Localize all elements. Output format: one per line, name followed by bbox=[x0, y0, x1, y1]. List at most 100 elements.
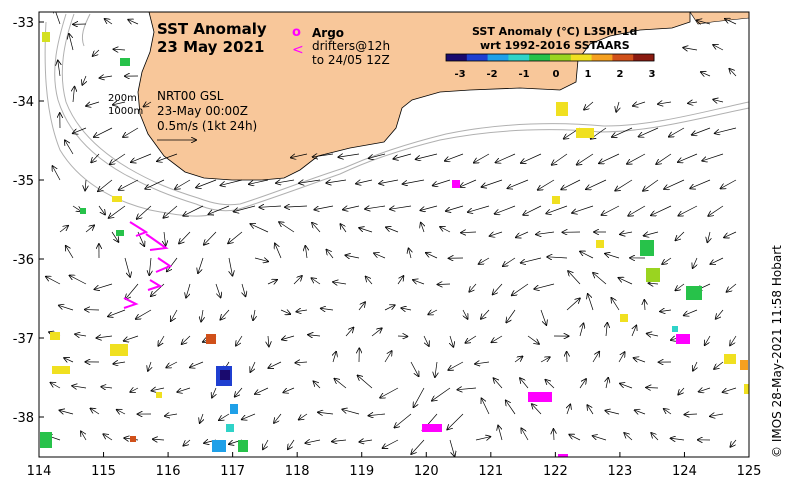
current-vector bbox=[114, 49, 126, 50]
current-vector bbox=[730, 335, 737, 345]
current-vector bbox=[123, 127, 139, 137]
current-vector bbox=[242, 413, 256, 419]
current-vector bbox=[401, 308, 412, 310]
current-vector bbox=[149, 257, 151, 275]
current-vector bbox=[651, 433, 659, 441]
current-vector bbox=[420, 205, 438, 210]
current-vector bbox=[288, 439, 295, 449]
current-vector bbox=[656, 153, 672, 164]
current-vector bbox=[606, 323, 607, 337]
current-vector bbox=[299, 413, 308, 420]
current-vector bbox=[198, 257, 204, 273]
current-vector bbox=[85, 179, 86, 190]
current-vector bbox=[175, 179, 191, 189]
depth-1000-label: 1000m bbox=[108, 106, 143, 117]
current-vector bbox=[86, 102, 100, 106]
current-vector bbox=[313, 154, 334, 157]
current-vector bbox=[345, 328, 353, 337]
current-vector bbox=[221, 179, 243, 185]
current-vector bbox=[338, 154, 360, 157]
current-vector bbox=[165, 414, 178, 416]
current-vector bbox=[145, 179, 165, 189]
current-vector bbox=[632, 326, 636, 337]
current-vector bbox=[318, 412, 334, 414]
current-vector bbox=[493, 283, 503, 294]
current-vector bbox=[646, 387, 659, 388]
current-vector bbox=[684, 414, 698, 415]
current-vector bbox=[250, 361, 256, 372]
current-vector bbox=[592, 352, 599, 363]
current-vector bbox=[545, 380, 555, 389]
x-tick-label: 119 bbox=[349, 464, 374, 479]
current-vector bbox=[73, 127, 87, 133]
current-vector bbox=[103, 434, 113, 441]
current-vector bbox=[475, 437, 490, 440]
current-vector bbox=[98, 179, 113, 191]
current-vector bbox=[605, 254, 620, 259]
current-vector bbox=[124, 335, 139, 341]
current-vector bbox=[701, 72, 711, 76]
current-vector bbox=[65, 140, 74, 155]
current-vector bbox=[616, 101, 619, 112]
current-vector bbox=[482, 398, 490, 415]
x-tick-label: 117 bbox=[220, 464, 245, 479]
current-vector bbox=[250, 224, 269, 233]
drifter-label-line1: drifters@12h bbox=[312, 39, 390, 53]
colorbar-ticks: -3 -2 -1 0 1 2 3 bbox=[454, 69, 655, 80]
current-vector bbox=[81, 431, 87, 441]
current-vector bbox=[479, 257, 490, 264]
current-vector bbox=[725, 19, 737, 25]
current-vector bbox=[413, 280, 425, 284]
current-vector bbox=[386, 227, 399, 233]
current-vector bbox=[481, 309, 490, 319]
current-vector bbox=[421, 223, 424, 233]
current-vector bbox=[577, 153, 594, 165]
current-vector bbox=[671, 438, 685, 440]
current-vectors bbox=[46, 12, 737, 456]
current-vector bbox=[450, 335, 453, 347]
current-vector bbox=[263, 439, 269, 449]
x-tick-label: 125 bbox=[737, 464, 762, 479]
current-vector bbox=[358, 376, 373, 389]
colorbar-tick-label: 3 bbox=[649, 69, 656, 80]
current-vector bbox=[228, 231, 243, 243]
current-vector bbox=[110, 153, 126, 164]
current-vector bbox=[721, 179, 737, 188]
current-vector bbox=[435, 361, 437, 377]
current-vector bbox=[512, 283, 529, 295]
current-vector bbox=[70, 275, 87, 285]
current-vector bbox=[449, 439, 455, 456]
current-vector bbox=[540, 309, 546, 325]
current-vector bbox=[588, 294, 594, 311]
current-vector bbox=[465, 335, 477, 343]
current-vector bbox=[72, 386, 87, 388]
current-vector bbox=[697, 20, 711, 24]
current-vector bbox=[390, 206, 412, 209]
current-vector bbox=[580, 323, 583, 337]
current-vector bbox=[82, 75, 86, 85]
current-vector bbox=[119, 179, 139, 190]
current-vector bbox=[182, 335, 191, 344]
current-vector bbox=[144, 102, 152, 107]
current-vector bbox=[259, 206, 282, 207]
current-vector bbox=[572, 205, 594, 213]
current-vector bbox=[98, 205, 105, 215]
current-vector bbox=[410, 361, 419, 376]
current-vector bbox=[283, 387, 295, 392]
current-vector bbox=[334, 379, 347, 389]
current-vector bbox=[716, 309, 724, 319]
current-vector bbox=[647, 334, 659, 336]
current-vector bbox=[305, 246, 307, 259]
map-title-line1: SST Anomaly bbox=[157, 20, 267, 38]
current-vector bbox=[314, 381, 321, 389]
current-vector bbox=[85, 225, 94, 233]
current-vector bbox=[171, 309, 178, 321]
current-vector bbox=[593, 273, 607, 285]
current-vector bbox=[64, 358, 74, 362]
current-vector bbox=[267, 280, 277, 284]
current-vector bbox=[356, 180, 373, 184]
current-vector bbox=[475, 362, 490, 364]
current-vector bbox=[95, 283, 113, 289]
current-vector bbox=[59, 305, 74, 311]
colorbar-segment bbox=[446, 54, 468, 61]
